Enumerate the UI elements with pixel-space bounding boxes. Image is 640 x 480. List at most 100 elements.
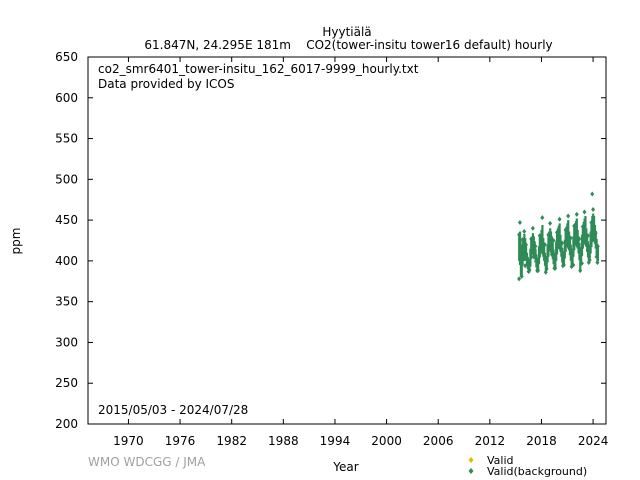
data-point (573, 233, 578, 239)
data-point (524, 256, 529, 262)
data-point (529, 236, 534, 242)
data-point (595, 260, 600, 266)
file-annotation: co2_smr6401_tower-insitu_162_6017-9999_h… (98, 62, 419, 76)
data-point (551, 238, 556, 243)
data-point (523, 242, 528, 248)
data-point (591, 234, 596, 240)
data-point (517, 232, 522, 238)
legend-valid-marker (468, 457, 474, 463)
x-tick-label: 2018 (526, 434, 557, 448)
y-tick-label: 650 (55, 50, 78, 64)
x-tick-label: 1976 (165, 434, 196, 448)
data-point (523, 263, 528, 269)
data-point (530, 243, 534, 249)
credit-annotation: WMO WDCGG / JMA (88, 455, 206, 469)
x-tick-label: 2012 (475, 434, 506, 448)
y-tick-label: 250 (55, 376, 78, 390)
data-point (542, 242, 547, 248)
data-point (548, 220, 553, 226)
data-point (517, 220, 522, 226)
y-tick-label: 400 (55, 254, 78, 268)
data-point (520, 237, 525, 243)
y-axis-label: ppm (9, 227, 23, 255)
data-point (563, 227, 568, 233)
data-point (546, 232, 551, 238)
x-tick-label: 2000 (371, 434, 402, 448)
data-point (587, 257, 592, 263)
y-tick-label: 600 (55, 91, 78, 105)
y-tick-label: 350 (55, 295, 78, 309)
data-point (540, 215, 545, 221)
x-tick-label: 1988 (268, 434, 299, 448)
data-point (572, 223, 577, 229)
data-point (594, 254, 599, 260)
legend-valid-label: Valid (487, 454, 514, 467)
y-tick-label: 550 (55, 132, 78, 146)
data-point (574, 211, 579, 217)
data-point (577, 236, 582, 242)
data-point (579, 260, 584, 266)
data-point (590, 191, 595, 197)
data-point (566, 213, 571, 219)
data-point (591, 207, 596, 213)
data-point (589, 220, 594, 226)
data-point (538, 242, 543, 248)
data-point (547, 241, 552, 247)
period-annotation: 2015/05/03 - 2024/07/28 (98, 403, 249, 417)
y-tick-label: 500 (55, 172, 78, 186)
data-point (517, 276, 522, 282)
data-point (560, 240, 565, 246)
provider-annotation: Data provided by ICOS (98, 77, 235, 91)
x-tick-label: 2024 (578, 434, 609, 448)
x-tick-label: 2006 (423, 434, 454, 448)
data-point (581, 232, 586, 238)
data-point (580, 224, 585, 230)
data-band (524, 244, 528, 260)
data-point (584, 242, 589, 248)
data-point (585, 233, 590, 239)
data-band (596, 246, 600, 261)
plot-frame (87, 56, 607, 425)
data-band (545, 255, 548, 270)
legend-valid-background-marker (468, 468, 474, 474)
data-point (541, 248, 546, 254)
data-point (554, 229, 559, 235)
data-point (521, 254, 526, 260)
data-point (561, 262, 566, 268)
x-tick-label: 1982 (216, 434, 247, 448)
data-point (530, 225, 535, 231)
chart-subtitle: 61.847N, 24.295E 181m CO2(tower-insitu t… (144, 38, 553, 52)
y-tick-label: 300 (55, 335, 78, 349)
y-tick-label: 450 (55, 213, 78, 227)
data-point (527, 267, 532, 273)
data-point (593, 230, 598, 236)
data-point (595, 243, 600, 249)
x-tick-label: 1970 (113, 434, 144, 448)
data-point (533, 243, 538, 249)
data-point (522, 229, 527, 235)
data-point (575, 243, 580, 249)
data-point (571, 262, 576, 268)
data-point (567, 245, 571, 251)
data-point (557, 216, 562, 222)
data-point (558, 246, 563, 252)
chart-title: Hyytiälä (322, 25, 372, 39)
y-tick-label: 200 (55, 417, 78, 431)
data-point (582, 209, 587, 215)
legend-valid-background-label: Valid(background) (487, 465, 588, 478)
data-point (531, 254, 536, 260)
x-axis-label: Year (333, 460, 359, 474)
x-tick-label: 1994 (320, 434, 351, 448)
data-point (519, 273, 524, 279)
data-point (544, 266, 549, 272)
data-point (518, 248, 523, 254)
data-point (553, 265, 558, 271)
data-point (568, 235, 573, 241)
data-point (555, 235, 560, 241)
data-point (537, 233, 542, 239)
data-point (549, 251, 554, 257)
data-point (578, 268, 583, 274)
data-point (564, 234, 569, 240)
